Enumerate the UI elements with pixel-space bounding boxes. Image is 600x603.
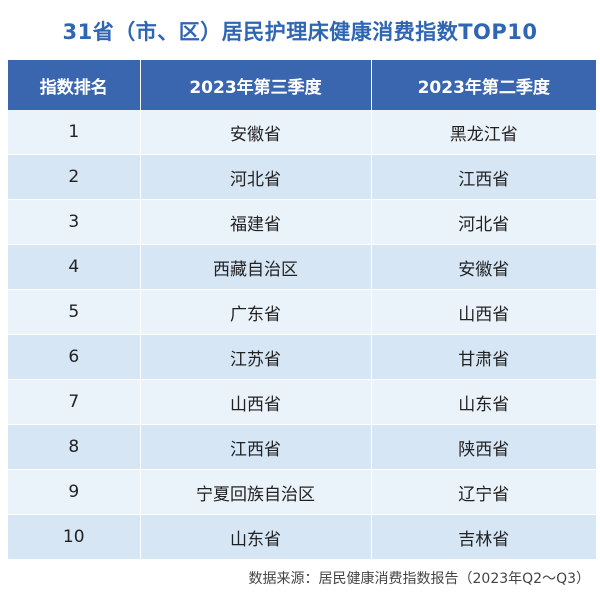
q3-province-cell: 江西省 [140,424,372,470]
q2-province-cell: 甘肃省 [371,334,596,380]
column-header-q3: 2023年第三季度 [140,60,372,110]
rank-cell: 9 [8,469,141,515]
table-row: 3 福建省 河北省 [8,199,596,245]
q3-province-cell: 山东省 [140,514,372,560]
rank-cell: 7 [8,379,141,425]
q2-province-cell: 辽宁省 [371,469,596,515]
q3-province-cell: 福建省 [140,199,372,245]
q2-province-cell: 陕西省 [371,424,596,470]
rank-cell: 10 [8,514,141,560]
data-source-note: 数据来源：居民健康消费指数报告（2023年Q2～Q3） [248,571,590,587]
q2-province-cell: 山西省 [371,289,596,335]
rank-cell: 4 [8,244,141,290]
ranking-table: 指数排名 2023年第三季度 2023年第二季度 1 安徽省 黑龙江省 2 河北… [8,60,596,560]
rank-cell: 2 [8,154,141,200]
q2-province-cell: 河北省 [371,199,596,245]
rank-cell: 5 [8,289,141,335]
q2-province-cell: 吉林省 [371,514,596,560]
table-row: 8 江西省 陕西省 [8,424,596,470]
table-header-row: 指数排名 2023年第三季度 2023年第二季度 [8,60,596,110]
rank-cell: 6 [8,334,141,380]
q3-province-cell: 江苏省 [140,334,372,380]
page-title: 31省（市、区）居民护理床健康消费指数TOP10 [62,20,538,44]
q2-province-cell: 安徽省 [371,244,596,290]
table-row: 5 广东省 山西省 [8,289,596,335]
table-row: 9 宁夏回族自治区 辽宁省 [8,469,596,515]
rank-cell: 8 [8,424,141,470]
table-row: 2 河北省 江西省 [8,154,596,200]
table-row: 4 西藏自治区 安徽省 [8,244,596,290]
q3-province-cell: 安徽省 [140,110,372,155]
table-row: 1 安徽省 黑龙江省 [8,110,596,155]
table-row: 6 江苏省 甘肃省 [8,334,596,380]
rank-cell: 3 [8,199,141,245]
q2-province-cell: 江西省 [371,154,596,200]
q2-province-cell: 山东省 [371,379,596,425]
q3-province-cell: 西藏自治区 [140,244,372,290]
rank-cell: 1 [8,110,141,155]
table-row: 10 山东省 吉林省 [8,514,596,560]
q3-province-cell: 宁夏回族自治区 [140,469,372,515]
q3-province-cell: 河北省 [140,154,372,200]
column-header-q2: 2023年第二季度 [371,60,596,110]
table-row: 7 山西省 山东省 [8,379,596,425]
column-header-rank: 指数排名 [8,60,141,110]
q3-province-cell: 广东省 [140,289,372,335]
q2-province-cell: 黑龙江省 [371,110,596,155]
q3-province-cell: 山西省 [140,379,372,425]
